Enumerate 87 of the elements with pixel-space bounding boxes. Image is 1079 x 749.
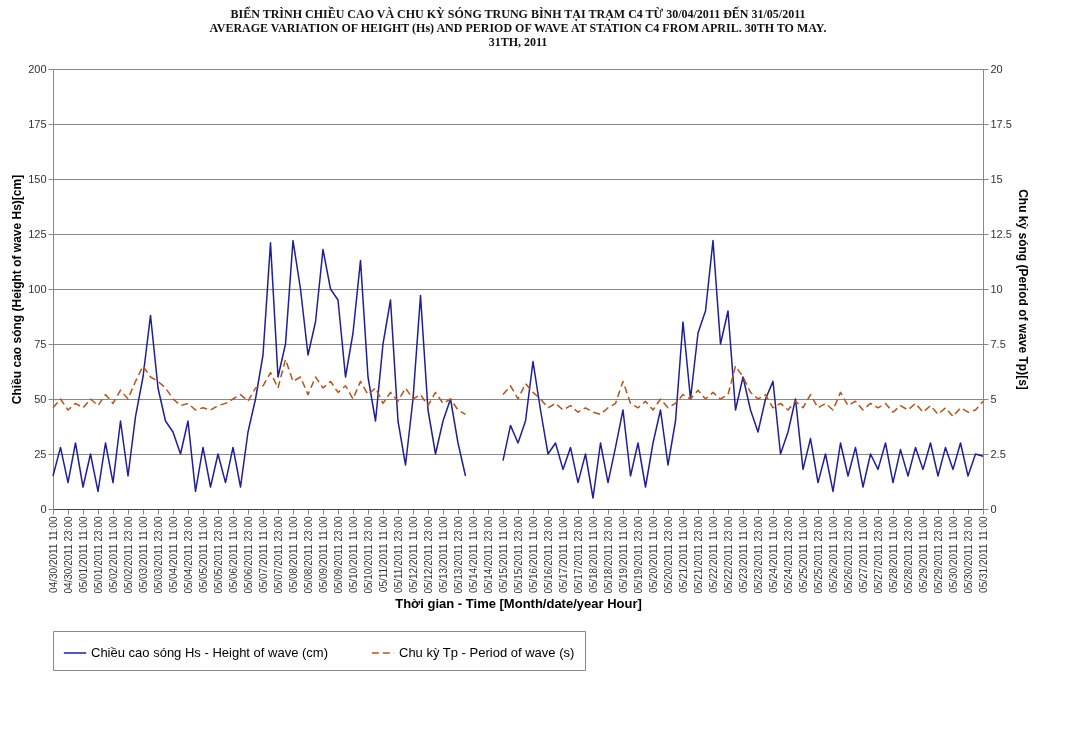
x-tick-label: 05/13/2011 11:00 xyxy=(437,516,449,593)
x-tick-label: 05/21/2011 23:00 xyxy=(692,516,704,594)
x-tick-label: 05/26/2011 23:00 xyxy=(842,516,854,594)
y2-tick-label: 15 xyxy=(990,172,1003,185)
x-tick-label: 05/09/2011 11:00 xyxy=(317,516,329,593)
y2-tick-label: 10 xyxy=(990,282,1003,295)
y-tick-label: 50 xyxy=(34,392,47,405)
x-tick-label: 05/23/2011 23:00 xyxy=(752,516,764,594)
x-tick-label: 05/27/2011 11:00 xyxy=(857,516,869,593)
x-tick-label: 05/10/2011 11:00 xyxy=(347,516,359,593)
x-tick-label: 04/30/2011 11:00 xyxy=(47,516,59,593)
y2-tick-label: 20 xyxy=(990,62,1003,75)
y2-tick-label: 0 xyxy=(990,502,997,515)
y2-tick-label: 5 xyxy=(990,392,997,405)
x-tick-label: 05/03/2011 23:00 xyxy=(152,516,164,594)
x-tick-label: 05/12/2011 11:00 xyxy=(407,516,419,593)
x-tick-label: 05/07/2011 11:00 xyxy=(257,516,269,593)
x-tick-label: 05/29/2011 11:00 xyxy=(917,516,929,593)
x-tick-label: 05/26/2011 11:00 xyxy=(827,516,839,593)
x-tick-label: 05/04/2011 23:00 xyxy=(182,516,194,594)
y-axis-title: Chiều cao sóng (Height of wave Hs)[cm] xyxy=(10,174,25,405)
x-tick-label: 05/05/2011 11:00 xyxy=(197,516,209,593)
x-tick-label: 05/24/2011 23:00 xyxy=(782,516,794,594)
x-tick-label: 05/18/2011 23:00 xyxy=(602,516,614,594)
y-tick-label: 200 xyxy=(28,62,47,75)
chart-title: BIẾN TRÌNH CHIỀU CAO VÀ CHU KỲ SÓNG TRUNG BÌNH TẠI TRẠM C4 TỪ 30/04/2011 ĐẾN 31/05/2011 AVERAGE VARIATION OF HEIGHT (Hs) AND PERIOD OF WAVE AT STATION C4 FROM APRIL. 30TH TO MAY. 31TH, 2011 xyxy=(209,6,827,49)
x-tick-label: 05/16/2011 23:00 xyxy=(542,516,554,594)
x-tick-label: 05/22/2011 23:00 xyxy=(722,516,734,594)
x-tick-label: 05/24/2011 11:00 xyxy=(767,516,779,593)
x-tick-label: 05/23/2011 11:00 xyxy=(737,516,749,593)
y-tick-label: 175 xyxy=(28,117,47,130)
y2-tick-label: 17.5 xyxy=(990,117,1012,130)
x-tick-label: 05/06/2011 23:00 xyxy=(242,516,254,594)
x-tick-label: 05/15/2011 23:00 xyxy=(512,516,524,594)
x-tick-label: 05/09/2011 23:00 xyxy=(332,516,344,594)
legend-label: Chu kỳ Tp - Period of wave (s) xyxy=(399,645,575,660)
y2-tick-label: 2.5 xyxy=(990,447,1006,460)
x-tick-label: 05/25/2011 23:00 xyxy=(812,516,824,594)
x-tick-label: 05/19/2011 23:00 xyxy=(632,516,644,594)
x-tick-label: 05/20/2011 11:00 xyxy=(647,516,659,593)
x-tick-label: 05/14/2011 11:00 xyxy=(467,516,479,593)
y-tick-label: 0 xyxy=(40,502,47,515)
x-tick-label: 05/13/2011 23:00 xyxy=(452,516,464,594)
x-tick-label: 05/20/2011 23:00 xyxy=(662,516,674,594)
x-tick-label: 05/08/2011 23:00 xyxy=(302,516,314,594)
x-tick-label: 05/01/2011 11:00 xyxy=(77,516,89,593)
x-tick-label: 05/02/2011 11:00 xyxy=(107,516,119,593)
x-tick-label: 05/12/2011 23:00 xyxy=(422,516,434,594)
x-tick-label: 05/07/2011 23:00 xyxy=(272,516,284,594)
x-tick-label: 05/06/2011 11:00 xyxy=(227,516,239,593)
x-tick-label: 04/30/2011 23:00 xyxy=(62,516,74,594)
x-tick-label: 05/14/2011 23:00 xyxy=(482,516,494,594)
x-tick-label: 05/11/2011 23:00 xyxy=(392,516,404,593)
x-tick-label: 05/16/2011 11:00 xyxy=(527,516,539,593)
x-tick-label: 05/19/2011 11:00 xyxy=(617,516,629,593)
x-tick-label: 05/25/2011 11:00 xyxy=(797,516,809,593)
x-tick-label: 05/22/2011 11:00 xyxy=(707,516,719,593)
x-axis-title: Thời gian - Time [Month/date/year Hour] xyxy=(395,595,642,611)
x-tick-label: 05/08/2011 11:00 xyxy=(287,516,299,593)
legend-label: Chiều cao sóng Hs - Height of wave (cm) xyxy=(91,645,328,660)
x-tick-label: 05/28/2011 23:00 xyxy=(902,516,914,594)
y-tick-label: 150 xyxy=(28,172,47,185)
x-tick-label: 05/11/2011 11:00 xyxy=(377,516,389,593)
x-tick-label: 05/02/2011 23:00 xyxy=(122,516,134,594)
x-tick-label: 05/28/2011 11:00 xyxy=(887,516,899,593)
x-tick-label: 05/10/2011 23:00 xyxy=(362,516,374,594)
y-tick-label: 100 xyxy=(28,282,47,295)
x-tick-label: 05/29/2011 23:00 xyxy=(932,516,944,594)
y2-axis-title: Chu kỳ sóng (Period of wave Tp)[s] xyxy=(1015,189,1030,390)
y2-tick-label: 12.5 xyxy=(990,227,1012,240)
y-tick-label: 75 xyxy=(34,337,47,350)
x-tick-label: 05/17/2011 23:00 xyxy=(572,516,584,594)
y-tick-label: 25 xyxy=(34,447,47,460)
x-tick-label: 05/01/2011 23:00 xyxy=(92,516,104,594)
x-tick-label: 05/27/2011 23:00 xyxy=(872,516,884,594)
x-tick-label: 05/17/2011 11:00 xyxy=(557,516,569,593)
x-tick-label: 05/15/2011 11:00 xyxy=(497,516,509,593)
x-tick-label: 05/04/2011 11:00 xyxy=(167,516,179,593)
x-tick-label: 05/21/2011 11:00 xyxy=(677,516,689,593)
x-tick-label: 05/18/2011 11:00 xyxy=(587,516,599,593)
x-tick-label: 05/03/2011 11:00 xyxy=(137,516,149,593)
x-tick-label: 05/30/2011 23:00 xyxy=(962,516,974,594)
x-tick-label: 05/31/2011 11:00 xyxy=(977,516,989,593)
x-tick-label: 05/05/2011 23:00 xyxy=(212,516,224,594)
x-tick-label: 05/30/2011 11:00 xyxy=(947,516,959,593)
y2-tick-label: 7.5 xyxy=(990,337,1006,350)
y-tick-label: 125 xyxy=(28,227,47,240)
